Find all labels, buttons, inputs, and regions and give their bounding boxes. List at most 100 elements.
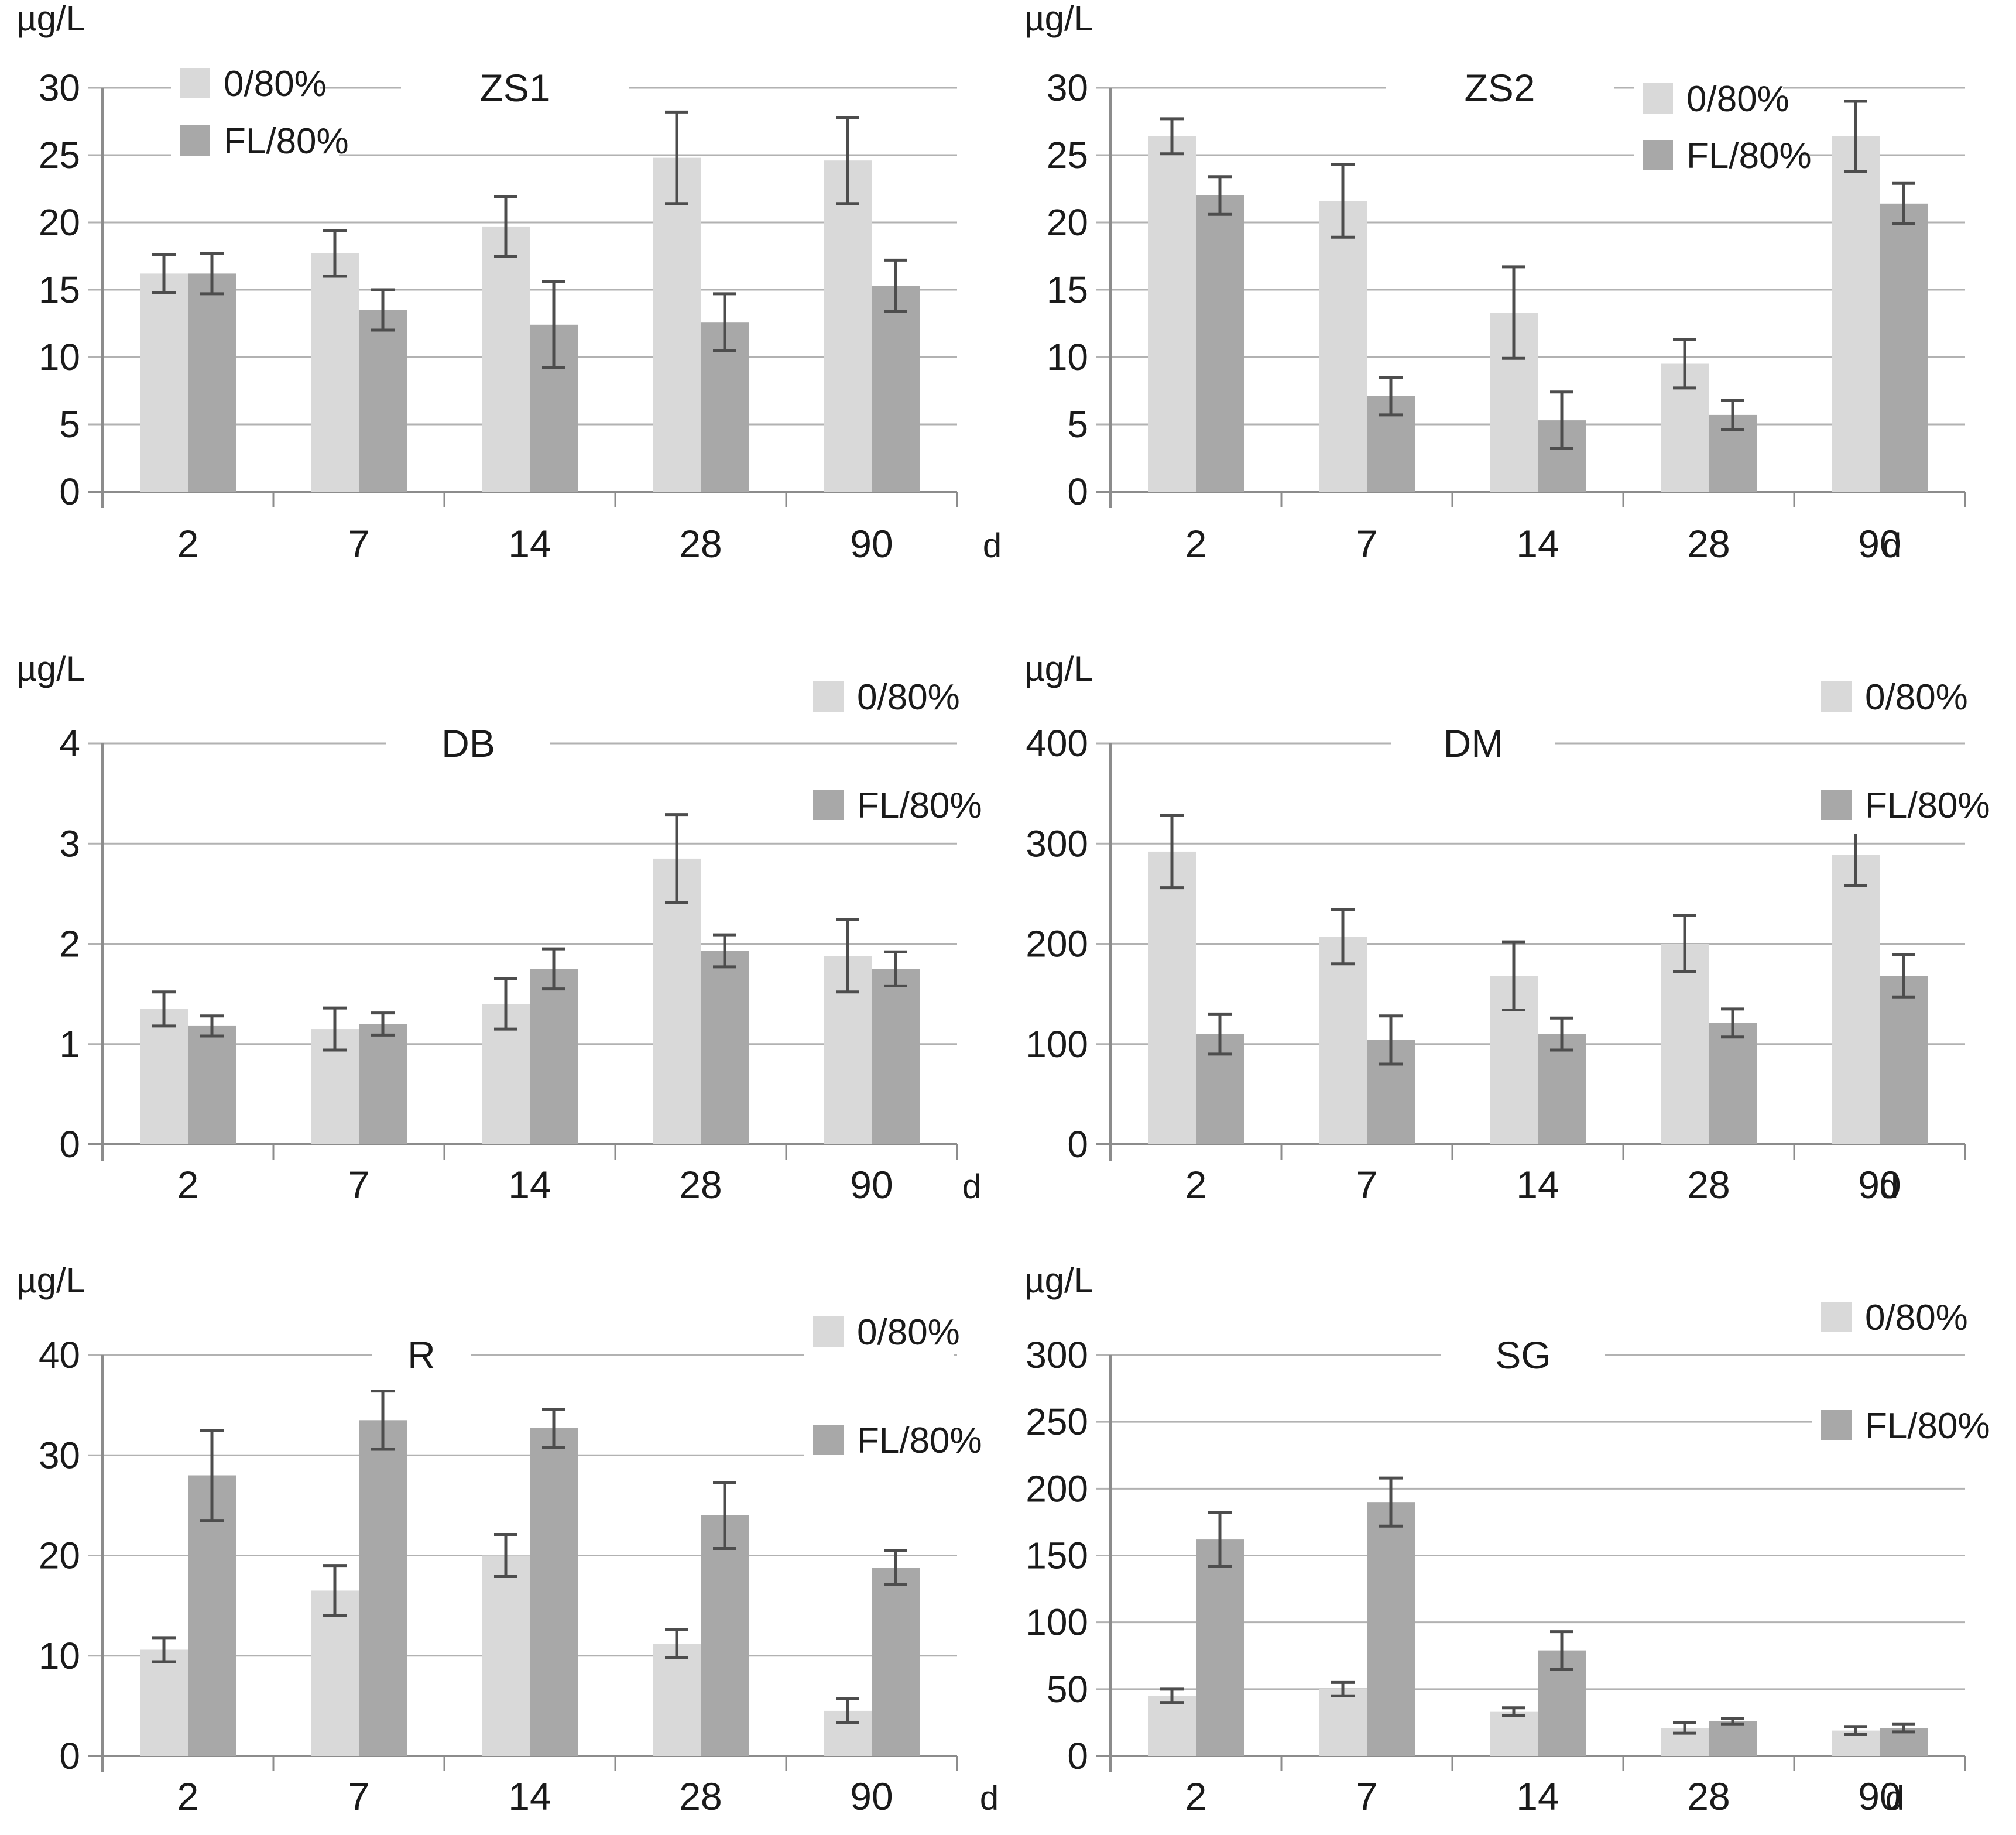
y-tick-label: 5 <box>59 403 80 445</box>
y-tick-label: 300 <box>1026 1334 1088 1376</box>
bar <box>1538 1034 1586 1144</box>
x-tick-label: 90 <box>850 522 893 565</box>
title-backing <box>1386 59 1614 117</box>
x-tick-label: 14 <box>508 522 551 565</box>
chart-title: ZS1 <box>479 66 550 109</box>
chart-panel-dm: 0 100 200 300 400 2 7 14 28 90 d µg/L DM 0/80% FL/80% <box>1008 612 2016 1223</box>
bar <box>140 273 188 492</box>
x-tick-label: 7 <box>348 522 370 565</box>
y-tick-label: 0 <box>59 471 80 513</box>
bar <box>188 1475 236 1756</box>
bar <box>872 286 920 492</box>
y-tick-label: 4 <box>59 722 80 764</box>
y-tick-label: 0 <box>59 1735 80 1777</box>
title-backing <box>1391 714 1555 773</box>
bar <box>1661 944 1709 1144</box>
legend-swatch <box>180 125 210 156</box>
bar <box>1367 1502 1415 1756</box>
x-axis-unit: d <box>1880 1168 1898 1206</box>
y-axis-unit: µg/L <box>1024 0 1093 38</box>
legend-swatch <box>813 790 844 820</box>
y-tick-label: 50 <box>1047 1668 1088 1710</box>
x-tick-label: 14 <box>508 1163 551 1206</box>
x-tick-label: 7 <box>1356 522 1378 565</box>
y-tick-label: 30 <box>1047 67 1088 109</box>
legend-swatch <box>180 68 210 98</box>
bar <box>482 226 530 492</box>
legend-label: FL/80% <box>857 786 982 826</box>
x-tick-label: 90 <box>850 1163 893 1206</box>
title-backing <box>401 59 629 117</box>
x-tick-label: 7 <box>348 1775 370 1818</box>
y-axis-unit: µg/L <box>16 649 85 688</box>
bar <box>1148 136 1196 492</box>
bar <box>1196 1539 1244 1756</box>
legend-label: FL/80% <box>1865 1406 1990 1446</box>
y-tick-label: 200 <box>1026 923 1088 965</box>
legend-label: 0/80% <box>1865 1298 1968 1338</box>
legend-label: FL/80% <box>1686 136 1812 176</box>
x-tick-label: 28 <box>679 1163 722 1206</box>
legend-swatch <box>1821 681 1852 712</box>
y-tick-label: 20 <box>39 1535 80 1577</box>
y-tick-label: 5 <box>1067 403 1088 445</box>
bar <box>140 1649 188 1756</box>
x-axis-unit: d <box>962 1168 981 1206</box>
bar <box>530 969 578 1144</box>
chart-panel-r: 0 10 20 30 40 2 7 14 28 90 d µg/L R 0/80% FL/80% <box>0 1223 1008 1835</box>
chart-svg-db: 0 1 2 3 4 2 7 14 28 90 d µg/L DB 0/80% FL/80% <box>16 649 982 1206</box>
legend-label: 0/80% <box>857 1312 960 1353</box>
chart-title: SG <box>1495 1333 1551 1377</box>
bar <box>311 253 359 492</box>
x-axis-unit: d <box>1883 527 1901 565</box>
y-axis-unit: µg/L <box>16 1261 85 1300</box>
x-tick-label: 28 <box>679 1775 722 1818</box>
title-backing <box>372 1326 471 1384</box>
bar <box>1319 201 1367 492</box>
bar <box>359 310 407 492</box>
bar <box>653 157 701 492</box>
x-tick-label: 2 <box>177 1775 199 1818</box>
x-tick-label: 14 <box>1516 522 1559 565</box>
y-axis-unit: µg/L <box>1024 1261 1093 1300</box>
bar <box>1148 851 1196 1144</box>
y-tick-label: 400 <box>1026 722 1088 764</box>
bar <box>1319 1689 1367 1756</box>
x-tick-label: 28 <box>1687 1163 1730 1206</box>
y-axis-unit: µg/L <box>16 0 85 38</box>
bar <box>872 969 920 1144</box>
bar <box>1832 855 1880 1144</box>
bar <box>653 858 701 1144</box>
x-tick-label: 90 <box>1858 1775 1901 1818</box>
y-tick-label: 30 <box>39 1434 80 1476</box>
x-tick-label: 14 <box>1516 1775 1559 1818</box>
x-tick-label: 2 <box>177 1163 199 1206</box>
y-tick-label: 0 <box>1067 1735 1088 1777</box>
legend-swatch <box>813 681 844 712</box>
x-axis-unit: d <box>983 527 1002 565</box>
bar <box>1490 1711 1538 1756</box>
x-tick-label: 28 <box>1687 522 1730 565</box>
x-tick-label: 28 <box>679 522 722 565</box>
bar <box>311 1590 359 1756</box>
chart-title: DM <box>1444 722 1504 765</box>
chart-svg-dm: 0 100 200 300 400 2 7 14 28 90d µg/L DM 0/80% FL/80% <box>1024 649 1990 1206</box>
legend-swatch <box>813 1425 844 1455</box>
x-tick-label: 7 <box>1356 1775 1378 1818</box>
x-tick-label: 2 <box>1185 1775 1207 1818</box>
y-tick-label: 40 <box>39 1334 80 1376</box>
y-tick-label: 200 <box>1026 1467 1088 1510</box>
legend-swatch <box>813 1316 844 1347</box>
title-backing <box>1441 1326 1605 1384</box>
y-tick-label: 0 <box>59 1123 80 1165</box>
bar <box>188 273 236 492</box>
x-tick-label: 2 <box>1185 1163 1207 1206</box>
chart-title: ZS2 <box>1464 66 1535 109</box>
legend-label: FL/80% <box>857 1421 982 1461</box>
bar <box>1709 1721 1757 1756</box>
legend-swatch <box>1821 790 1852 820</box>
x-tick-label: 28 <box>1687 1775 1730 1818</box>
y-tick-label: 1 <box>59 1023 80 1065</box>
chart-panel-db: 0 1 2 3 4 2 7 14 28 90 d µg/L DB 0/80% FL/80% <box>0 612 1008 1223</box>
